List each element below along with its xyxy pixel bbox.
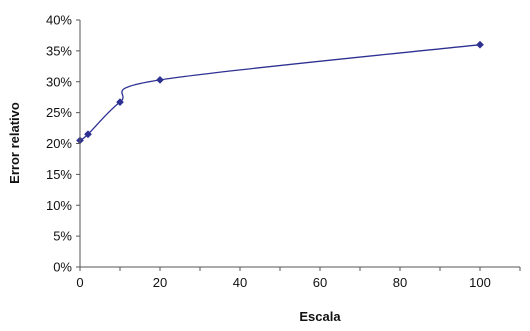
data-point-marker bbox=[156, 75, 164, 84]
y-tick-label: 5% bbox=[53, 229, 72, 244]
x-tick-label: 40 bbox=[233, 275, 247, 290]
y-tick-label: 15% bbox=[46, 167, 72, 182]
data-point-marker bbox=[84, 130, 92, 139]
y-tick-label: 40% bbox=[46, 13, 72, 28]
plot-area bbox=[76, 40, 484, 145]
data-point-marker bbox=[116, 98, 124, 107]
y-tick-label: 0% bbox=[53, 260, 72, 275]
x-tick-label: 80 bbox=[393, 275, 407, 290]
axes bbox=[76, 19, 521, 271]
y-tick-label: 30% bbox=[46, 74, 72, 89]
x-tick-label: 20 bbox=[153, 275, 167, 290]
x-tick-label: 100 bbox=[469, 275, 491, 290]
series-line bbox=[79, 44, 481, 141]
y-axis-title: Error relativo bbox=[7, 102, 22, 184]
y-tick-label: 10% bbox=[46, 198, 72, 213]
data-point-marker bbox=[476, 40, 484, 49]
x-axis-title: Escala bbox=[299, 309, 341, 324]
tick-labels: 0% 5% 10% 15% 20% 25% 30% 35% 40% 0 20 40 60 80 100 bbox=[46, 13, 491, 291]
y-tick-label: 20% bbox=[46, 136, 72, 151]
y-tick-label: 25% bbox=[46, 105, 72, 120]
y-tick-label: 35% bbox=[46, 43, 72, 58]
x-tick-label: 60 bbox=[313, 275, 327, 290]
x-tick-label: 0 bbox=[76, 275, 83, 290]
